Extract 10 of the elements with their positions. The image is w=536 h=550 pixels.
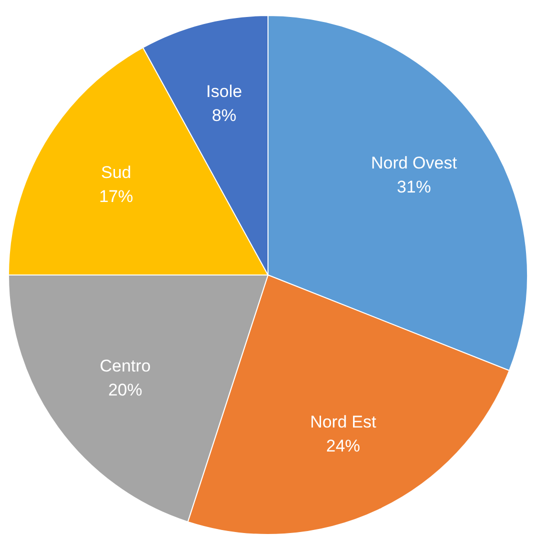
data-label: 31% — [396, 178, 431, 196]
slice-label: Isole — [206, 82, 242, 101]
slice-label: Sud — [100, 162, 132, 182]
data-label: 24% — [326, 436, 360, 456]
slice-label: Nord Ovest — [370, 154, 458, 172]
data-label: 17% — [99, 186, 134, 206]
slice-label: Nord Est — [310, 412, 376, 432]
data-label: 8% — [212, 106, 236, 125]
data-label: 20% — [108, 380, 142, 400]
slice-label: Centro — [100, 356, 151, 376]
